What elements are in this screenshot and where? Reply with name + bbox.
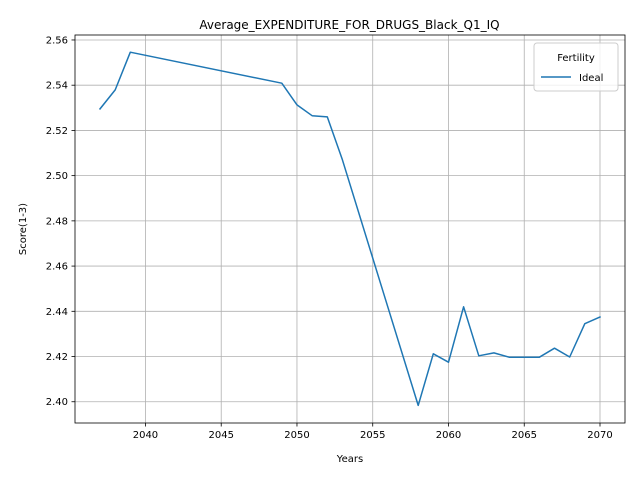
x-tick-label: 2040	[133, 430, 158, 441]
series-lines	[98, 51, 601, 407]
y-tick-label: 2.50	[46, 171, 68, 182]
y-tick-label: 2.52	[46, 126, 68, 137]
series-line-ideal	[98, 51, 601, 407]
x-axis-label: Years	[336, 454, 363, 465]
y-tick-label: 2.40	[46, 397, 68, 408]
x-tick-label: 2050	[284, 430, 309, 441]
x-axis: 2040 2045 2050 2055 2060 2065 2070	[133, 423, 613, 441]
y-tick-label: 2.44	[46, 307, 68, 318]
legend-label-ideal: Ideal	[579, 73, 603, 84]
x-tick-label: 2060	[436, 430, 461, 441]
legend-title: Fertility	[557, 53, 595, 64]
plot-frame	[74, 34, 626, 424]
legend: Fertility Ideal	[533, 42, 619, 92]
grid-lines	[75, 35, 625, 423]
y-tick-label: 2.46	[46, 262, 68, 273]
x-tick-label: 2055	[360, 430, 385, 441]
y-tick-label: 2.48	[46, 216, 68, 227]
y-tick-label: 2.54	[46, 81, 68, 92]
y-tick-label: 2.42	[46, 352, 68, 363]
y-tick-label: 2.56	[46, 35, 68, 46]
legend-box	[533, 42, 619, 92]
y-axis: 2.40 2.42 2.44 2.46 2.48 2.50 2.52 2.54 2.56	[46, 35, 75, 408]
chart-title: Average_EXPENDITURE_FOR_DRUGS_Black_Q1_I…	[199, 18, 499, 32]
x-tick-label: 2045	[208, 430, 233, 441]
x-tick-label: 2070	[587, 430, 612, 441]
x-tick-label: 2065	[512, 430, 537, 441]
y-axis-label: Score(1-3)	[18, 203, 29, 255]
